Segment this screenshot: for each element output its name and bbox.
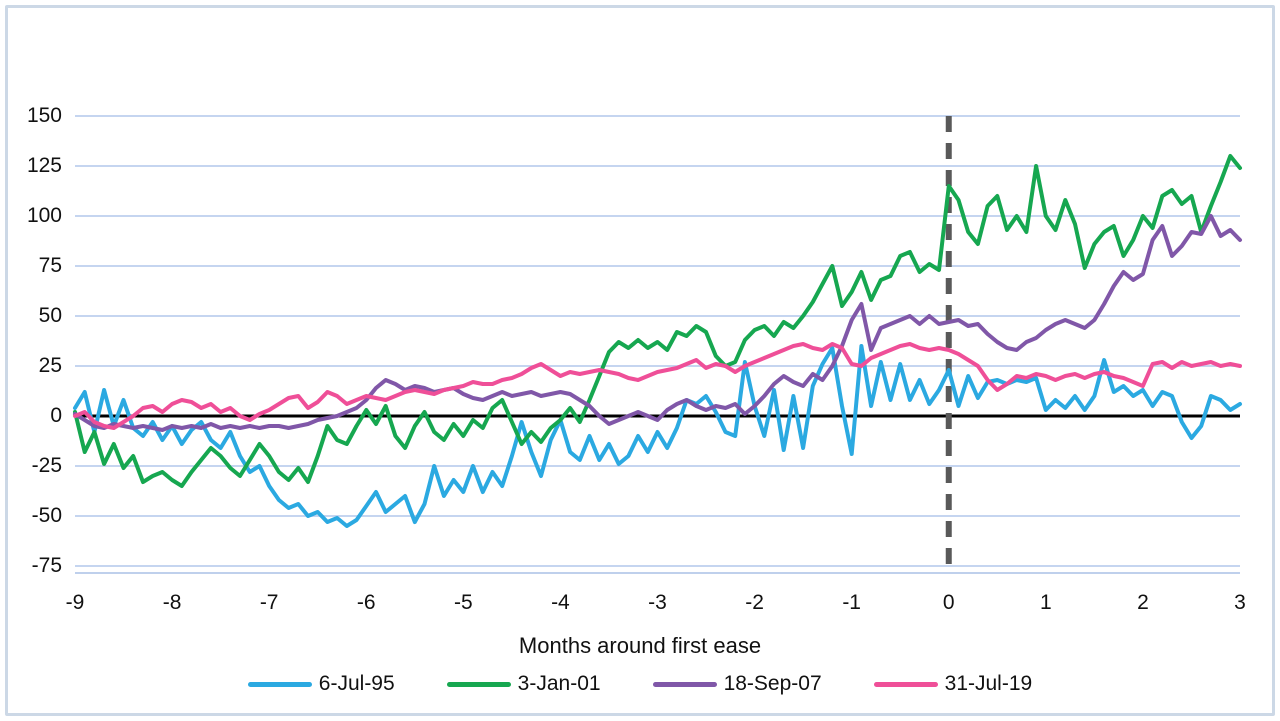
series-line-3-jan-01: [73, 154, 1242, 488]
x-tick-label--3: -3: [648, 591, 667, 614]
y-tick-label-25: 25: [38, 354, 62, 377]
x-tick-label--8: -8: [162, 591, 182, 614]
legend-line-swatch: [652, 681, 717, 687]
x-tick-label--7: -7: [259, 591, 279, 614]
chart-legend: 6-Jul-95 3-Jan-01 18-Sep-07 31-Jul-19: [0, 672, 1280, 696]
x-tick-label-0: 0: [942, 591, 955, 614]
x-tick-label-3: 3: [1234, 591, 1246, 614]
legend-line-swatch: [446, 681, 511, 687]
series-line-6-jul-95: [73, 344, 1242, 528]
legend-item-3-jan-01: 3-Jan-01: [446, 672, 601, 696]
x-tick-label-1: 1: [1039, 591, 1052, 614]
legend-item-6-jul-95: 6-Jul-95: [247, 672, 395, 696]
y-tick-label-100: 100: [26, 204, 62, 227]
legend-item-18-sep-07: 18-Sep-07: [652, 672, 822, 696]
series-line-31-jul-19: [73, 342, 1242, 430]
x-tick-label--2: -2: [745, 591, 764, 614]
x-tick-label--9: -9: [65, 591, 85, 614]
legend-label: 31-Jul-19: [944, 672, 1033, 695]
series-line-18-sep-07: [73, 214, 1242, 432]
x-tick-label--5: -5: [453, 591, 473, 614]
legend-line-swatch: [247, 681, 312, 687]
y-tick-label-150: 150: [26, 104, 62, 127]
x-tick-label--4: -4: [551, 591, 570, 614]
y-tick-label-125: 125: [26, 154, 62, 177]
legend-label: 18-Sep-07: [723, 672, 822, 695]
legend-label: 3-Jan-01: [517, 672, 601, 695]
y-tick-label--50: -50: [31, 504, 62, 527]
y-tick-label-75: 75: [38, 254, 62, 277]
legend-label: 6-Jul-95: [318, 672, 395, 695]
x-tick-label--1: -1: [842, 591, 861, 614]
legend-item-31-jul-19: 31-Jul-19: [873, 672, 1033, 696]
y-tick-label-0: 0: [50, 404, 62, 427]
x-tick-label--6: -6: [356, 591, 376, 614]
y-tick-label--75: -75: [31, 554, 62, 577]
x-tick-label-2: 2: [1137, 591, 1149, 614]
y-tick-label-50: 50: [38, 304, 62, 327]
x-axis-title: Months around first ease: [518, 633, 762, 658]
legend-line-swatch: [873, 681, 938, 687]
y-tick-label--25: -25: [31, 454, 62, 477]
